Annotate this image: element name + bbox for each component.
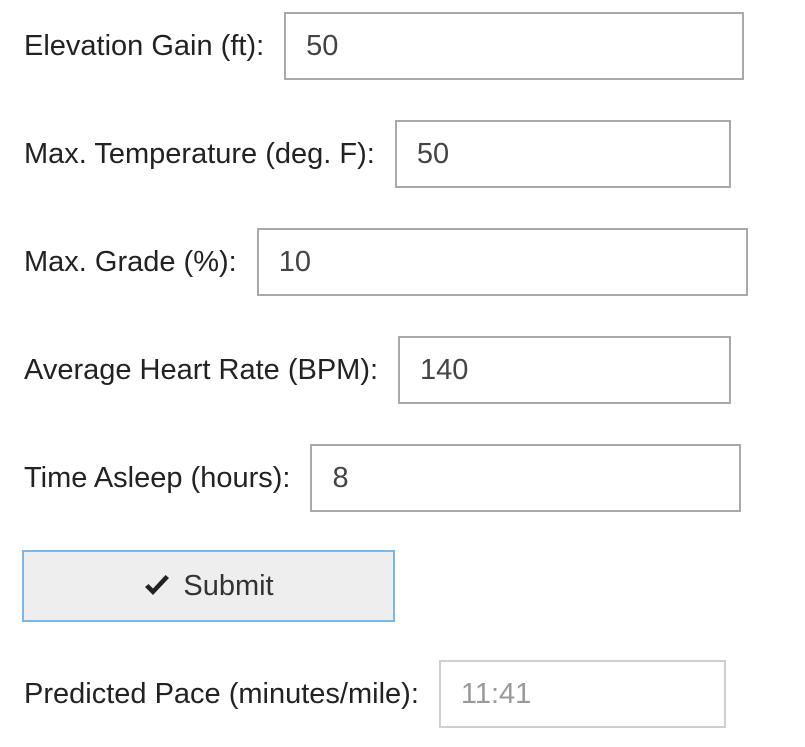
max-temperature-input[interactable] bbox=[394, 120, 731, 188]
max-grade-label: Max. Grade (%): bbox=[24, 245, 237, 278]
submit-button[interactable]: Submit bbox=[22, 550, 395, 622]
max-temperature-label: Max. Temperature (deg. F): bbox=[24, 137, 375, 170]
average-heart-rate-label: Average Heart Rate (BPM): bbox=[24, 353, 379, 386]
max-grade-row: Max. Grade (%): bbox=[24, 228, 748, 296]
predicted-pace-output bbox=[438, 660, 726, 728]
time-asleep-label: Time Asleep (hours): bbox=[24, 461, 291, 494]
elevation-gain-label: Elevation Gain (ft): bbox=[24, 29, 265, 62]
elevation-gain-row: Elevation Gain (ft): bbox=[24, 12, 745, 80]
average-heart-rate-input[interactable] bbox=[398, 336, 732, 404]
elevation-gain-input[interactable] bbox=[284, 12, 745, 80]
time-asleep-input[interactable] bbox=[310, 444, 742, 512]
predicted-pace-row: Predicted Pace (minutes/mile): bbox=[24, 660, 726, 728]
max-grade-input[interactable] bbox=[256, 228, 748, 296]
time-asleep-row: Time Asleep (hours): bbox=[24, 444, 742, 512]
predicted-pace-label: Predicted Pace (minutes/mile): bbox=[24, 677, 419, 710]
submit-button-label: Submit bbox=[183, 569, 274, 602]
max-temperature-row: Max. Temperature (deg. F): bbox=[24, 120, 731, 188]
check-icon bbox=[143, 574, 171, 598]
average-heart-rate-row: Average Heart Rate (BPM): bbox=[24, 336, 732, 404]
